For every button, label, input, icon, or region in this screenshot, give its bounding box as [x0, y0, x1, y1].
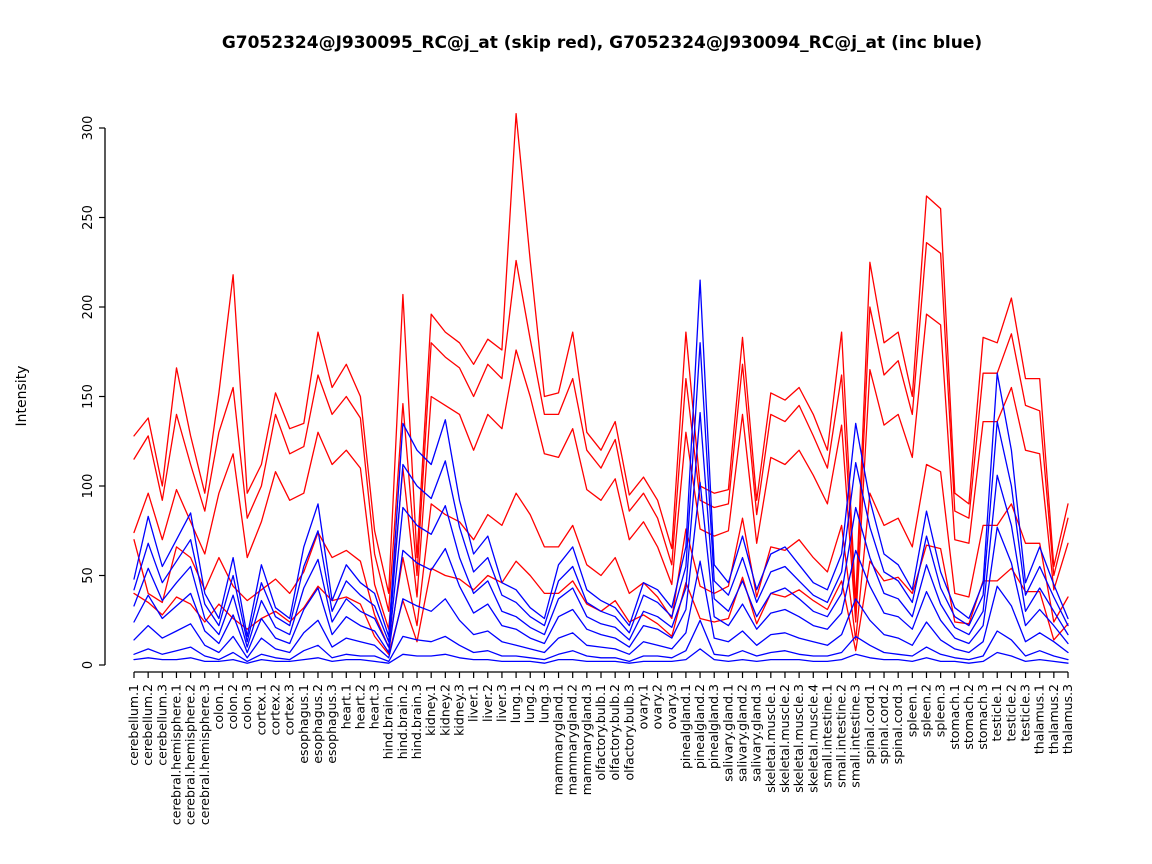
x-tick-label: stomach.3 — [975, 684, 990, 750]
x-tick-label: kidney.1 — [423, 684, 438, 736]
x-tick-label: cerebellum.2 — [140, 684, 155, 766]
x-tick-label: esophagus.3 — [324, 684, 339, 764]
x-tick-label: olfactory.bulb.1 — [593, 684, 608, 781]
x-tick-label: cerebral.hemisphere.3 — [197, 684, 212, 825]
x-tick-label: cerebral.hemisphere.2 — [183, 684, 198, 825]
x-tick-label: thalamus.2 — [1046, 684, 1061, 754]
series-line-skip.3 — [133, 313, 1069, 630]
x-tick-label: liver.3 — [494, 684, 509, 722]
y-tick-label: 150 — [81, 384, 96, 409]
x-tick-label: salivary.gland.3 — [749, 684, 764, 782]
x-tick-label: colon.1 — [211, 684, 226, 730]
series-line-inc.7 — [133, 648, 1069, 664]
x-tick-label: testicle.1 — [989, 684, 1004, 741]
x-tick-label: spleen.3 — [933, 684, 948, 737]
x-tick-label: spinal.cord.1 — [862, 684, 877, 764]
x-tick-label: small.intestine.3 — [848, 684, 863, 788]
x-tick-label: cerebellum.1 — [126, 684, 141, 766]
x-tick-label: cortex.1 — [253, 684, 268, 735]
x-tick-label: mammarygland.2 — [565, 684, 580, 795]
x-tick-label: esophagus.2 — [310, 684, 325, 764]
y-tick-label: 100 — [81, 474, 96, 499]
x-tick-label: pinealgland.1 — [678, 684, 693, 769]
x-tick-label: ovary.1 — [635, 684, 650, 729]
x-tick-label: spinal.cord.2 — [876, 684, 891, 764]
x-tick-label: stomach.2 — [961, 684, 976, 750]
x-tick-label: olfactory.bulb.3 — [621, 684, 636, 781]
series-line-inc.1 — [133, 279, 1069, 638]
x-tick-label: hind.brain.1 — [381, 684, 396, 759]
series-line-inc.4 — [133, 481, 1069, 654]
series-line-skip.5 — [133, 544, 1069, 655]
x-tick-label: mammarygland.3 — [579, 684, 594, 795]
x-tick-label: heart.2 — [352, 684, 367, 729]
series-line-inc.2 — [133, 342, 1069, 643]
x-tick-label: heart.3 — [367, 684, 382, 729]
x-tick-label: stomach.1 — [947, 684, 962, 750]
x-tick-label: cortex.3 — [282, 684, 297, 735]
x-tick-label: ovary.3 — [664, 684, 679, 729]
x-tick-label: ovary.2 — [650, 684, 665, 729]
x-tick-label: spleen.2 — [918, 684, 933, 737]
chart-title: G7052324@J930095_RC@j_at (skip red), G70… — [221, 33, 983, 53]
x-tick-label: skeletal.muscle.1 — [763, 684, 778, 793]
x-tick-label: testicle.2 — [1003, 684, 1018, 741]
series-line-inc.5 — [133, 560, 1069, 659]
x-tick-label: skeletal.muscle.3 — [791, 684, 806, 793]
x-tick-label: kidney.3 — [451, 684, 466, 736]
x-tick-label: cortex.2 — [268, 684, 283, 735]
series-line-skip.2 — [133, 241, 1069, 612]
x-tick-label: lung.1 — [508, 684, 523, 723]
x-tick-label: hind.brain.2 — [395, 684, 410, 759]
series-line-skip.4 — [133, 463, 1069, 648]
x-tick-label: spleen.1 — [904, 684, 919, 737]
x-tick-label: small.intestine.1 — [819, 684, 834, 788]
x-tick-label: kidney.2 — [437, 684, 452, 736]
x-tick-label: skeletal.muscle.2 — [777, 684, 792, 793]
x-tick-label: salivary.gland.1 — [720, 684, 735, 782]
series-line-skip.1 — [133, 113, 1069, 604]
x-tick-label: pinealgland.3 — [706, 684, 721, 769]
y-tick-label: 0 — [81, 661, 96, 669]
x-tick-label: thalamus.1 — [1032, 684, 1047, 754]
y-tick-label: 50 — [81, 567, 96, 584]
x-tick-label: hind.brain.3 — [409, 684, 424, 759]
x-tick-label: olfactory.bulb.2 — [607, 684, 622, 781]
y-tick-label: 250 — [81, 205, 96, 230]
x-tick-label: colon.3 — [239, 684, 254, 730]
series-line-inc.6 — [133, 619, 1069, 663]
x-tick-label: mammarygland.1 — [551, 684, 566, 795]
x-tick-label: lung.3 — [536, 684, 551, 723]
y-tick-label: 200 — [81, 295, 96, 320]
x-tick-label: small.intestine.2 — [834, 684, 849, 788]
x-tick-label: skeletal.muscle.4 — [805, 684, 820, 793]
y-tick-label: 300 — [81, 116, 96, 141]
series-line-inc.3 — [133, 411, 1069, 648]
x-tick-label: cerebral.hemisphere.1 — [168, 684, 183, 825]
x-tick-label: liver.1 — [466, 684, 481, 722]
x-tick-label: lung.2 — [522, 684, 537, 723]
x-tick-label: testicle.3 — [1018, 684, 1033, 741]
x-tick-label: thalamus.3 — [1060, 684, 1075, 754]
x-tick-label: spinal.cord.3 — [890, 684, 905, 764]
x-tick-label: pinealgland.2 — [692, 684, 707, 769]
x-tick-label: heart.1 — [338, 684, 353, 729]
x-tick-label: esophagus.1 — [296, 684, 311, 764]
x-tick-label: cerebellum.3 — [154, 684, 169, 766]
x-tick-label: salivary.gland.2 — [735, 684, 750, 782]
x-tick-label: colon.2 — [225, 684, 240, 730]
x-tick-label: liver.2 — [480, 684, 495, 722]
